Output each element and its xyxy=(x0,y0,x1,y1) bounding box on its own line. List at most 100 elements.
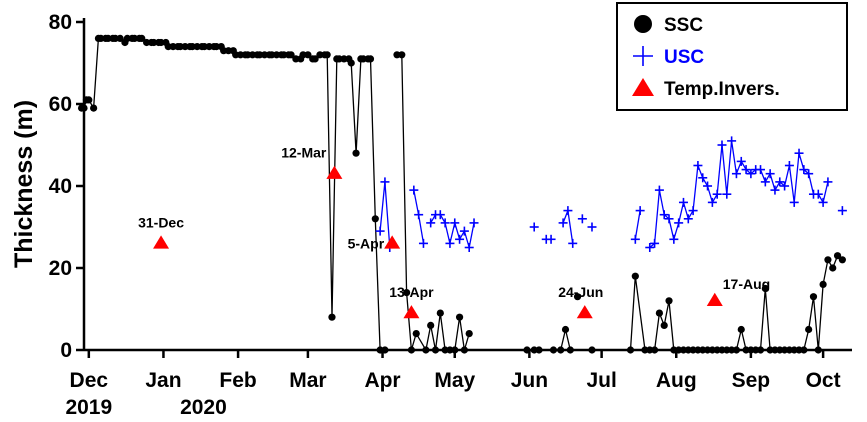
ssc-point xyxy=(311,55,319,63)
usc-point xyxy=(469,218,479,228)
usc-point xyxy=(650,238,660,248)
ssc-point xyxy=(431,346,440,354)
ssc-point xyxy=(328,313,336,321)
ssc-point xyxy=(371,215,379,223)
ssc-point xyxy=(427,321,435,329)
ssc-point xyxy=(80,104,88,112)
usc-point xyxy=(818,197,828,207)
y-tick-label: 40 xyxy=(49,175,72,198)
legend-label: SSC xyxy=(664,15,703,36)
x-tick-label: Aug xyxy=(656,369,697,392)
legend: SSC USC Temp.Invers. xyxy=(616,2,848,111)
legend-items: SSC USC Temp.Invers. xyxy=(632,15,780,100)
usc-point xyxy=(409,185,419,195)
temp-inversion-point xyxy=(403,305,420,319)
usc-point xyxy=(414,210,424,220)
ssc-point xyxy=(523,346,531,354)
usc-line xyxy=(649,140,829,248)
temp-inversion-point xyxy=(384,235,401,249)
x-tick-label: May xyxy=(434,369,475,392)
usc-point xyxy=(837,206,847,216)
legend-label: USC xyxy=(664,47,704,68)
usc-point xyxy=(529,222,539,232)
ssc-point xyxy=(352,149,360,157)
legend-item-temp-invers-: Temp.Invers. xyxy=(632,78,780,100)
ssc-point xyxy=(403,289,411,297)
usc-point xyxy=(635,206,645,216)
usc-point xyxy=(746,169,756,179)
legend-box xyxy=(616,2,848,111)
ssc-point xyxy=(631,272,639,280)
ssc-point xyxy=(90,104,98,112)
usc-point xyxy=(693,161,703,170)
legend-item-usc: USC xyxy=(633,46,704,68)
ssc-point xyxy=(535,346,543,354)
temp-inversion-point xyxy=(706,292,723,306)
usc-point xyxy=(765,169,775,179)
usc-point xyxy=(563,206,573,216)
ssc-point xyxy=(323,51,331,59)
usc-point xyxy=(674,218,684,228)
usc-point xyxy=(464,243,474,252)
series-ssc xyxy=(77,34,846,354)
usc-point xyxy=(654,185,664,195)
ssc-line xyxy=(81,37,385,351)
usc-point xyxy=(736,156,746,166)
usc-point xyxy=(380,177,390,187)
ssc-point xyxy=(566,346,574,354)
y-tick-label: 20 xyxy=(49,257,72,280)
ssc-point xyxy=(366,55,375,63)
ssc-point xyxy=(805,325,813,334)
temp-inversion-point xyxy=(326,165,343,179)
x-tick-label: Jan xyxy=(145,369,181,392)
y-tick-label: 80 xyxy=(49,11,72,34)
ssc-point xyxy=(732,346,741,354)
usc-point xyxy=(794,148,804,158)
temp-inversion-label: 17-Aug xyxy=(723,276,770,292)
y-tick-label: 60 xyxy=(49,93,72,116)
legend-label: Temp.Invers. xyxy=(664,79,780,100)
usc-point xyxy=(698,173,708,183)
usc-point xyxy=(558,218,568,228)
usc-point xyxy=(418,238,428,248)
ssc-point xyxy=(829,264,837,272)
ssc-point xyxy=(116,34,124,43)
usc-point xyxy=(780,181,790,191)
ssc-point xyxy=(824,256,832,264)
ssc-point xyxy=(398,51,406,59)
ssc-point xyxy=(819,280,827,288)
legend-item-ssc: SSC xyxy=(634,15,703,36)
usc-point xyxy=(630,234,640,244)
x-tick-label: Oct xyxy=(806,369,841,392)
legend-marker-triangle xyxy=(632,78,654,96)
y-tick-label: 0 xyxy=(60,339,72,362)
usc-point xyxy=(455,234,465,244)
ssc-point xyxy=(287,51,295,59)
usc-point xyxy=(799,165,809,175)
ssc-point xyxy=(451,346,459,354)
usc-point xyxy=(587,222,597,232)
usc-point xyxy=(688,206,698,216)
ssc-point xyxy=(650,346,659,354)
usc-line xyxy=(634,210,641,240)
usc-point xyxy=(426,218,436,228)
legend-marker-circle xyxy=(634,15,652,33)
ssc-point xyxy=(800,346,808,354)
ssc-point xyxy=(838,256,846,264)
usc-point xyxy=(568,238,578,248)
ssc-point xyxy=(465,330,473,338)
x-ticks: Dec 2019 Jan 2020 Feb Mar Apr May Jun Jul Aug Sep Oc… xyxy=(65,350,841,419)
ssc-point xyxy=(665,297,673,305)
usc-point xyxy=(577,214,587,224)
y-ticks: 0 20 40 60 80 xyxy=(49,11,84,362)
ssc-point xyxy=(588,346,596,354)
usc-point xyxy=(459,226,469,236)
annotation-layer: 31-Dec 12-Mar 5-Apr 13-Apr 24-Jun 17-Aug xyxy=(138,145,770,300)
usc-point xyxy=(659,210,669,220)
usc-point xyxy=(435,210,445,220)
x-tick-label: Sep xyxy=(732,369,771,392)
ssc-point xyxy=(407,346,416,354)
ssc-point xyxy=(412,330,420,338)
usc-point xyxy=(678,197,688,207)
usc-point xyxy=(445,238,455,248)
